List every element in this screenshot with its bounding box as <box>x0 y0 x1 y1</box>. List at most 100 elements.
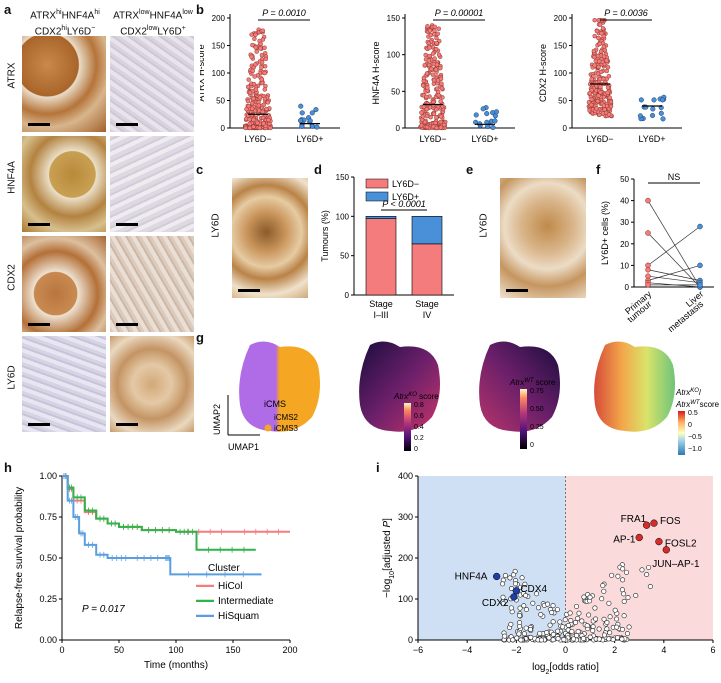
i-point <box>625 631 631 637</box>
b-point-pos <box>660 97 666 103</box>
f-point-met <box>697 262 703 269</box>
b-point-neg <box>434 35 439 41</box>
b-point-neg <box>257 125 262 131</box>
d-legend-label: LY6D− <box>392 179 419 189</box>
i-point <box>586 612 592 618</box>
b-point-pos <box>490 124 496 131</box>
panel-a-row-ly6d: LY6D <box>6 365 18 390</box>
panel-label-e: e <box>466 162 474 177</box>
panel-label-h: h <box>4 460 12 475</box>
ihc-cdx2-low <box>110 236 194 332</box>
b-point-neg <box>597 76 603 82</box>
i-point <box>538 637 544 643</box>
i-ytick-label: 400 <box>398 471 413 481</box>
b-point-neg <box>253 62 258 67</box>
i-point <box>521 603 527 609</box>
b-point-neg <box>438 65 443 71</box>
i-label-fos: FOS <box>660 516 681 527</box>
i-point <box>619 626 625 632</box>
b-point-neg <box>421 75 427 81</box>
i-label-ap-1: AP-1 <box>613 535 636 546</box>
b-ylabel: ATRX H-score <box>200 44 206 101</box>
i-point <box>547 622 553 628</box>
ko-tick-label: 0.8 <box>414 402 424 409</box>
h-legend-label: HiSquam <box>218 611 259 622</box>
i-point-labelled <box>650 519 658 527</box>
h-ytick-label: 0.25 <box>39 594 57 604</box>
i-point <box>535 605 541 611</box>
colorbar-atrx-wt <box>520 389 527 449</box>
i-xlabel: log2[odds ratio] <box>532 662 599 676</box>
f-pair-line <box>647 232 701 288</box>
b-point-neg <box>250 42 255 48</box>
b-point-neg <box>247 90 253 95</box>
b-xtick-label: LY6D− <box>244 134 271 144</box>
d-pvalue: P < 0.0001 <box>382 199 425 209</box>
i-point <box>555 636 561 642</box>
h-legend-label: Intermediate <box>218 596 274 607</box>
b-point-neg <box>431 111 437 116</box>
b-point-pos <box>299 123 305 129</box>
b-point-neg <box>433 46 439 52</box>
b-point-neg <box>589 76 594 82</box>
b-point-neg <box>605 90 610 95</box>
i-point-labelled <box>512 587 520 595</box>
b-point-neg <box>432 56 437 61</box>
b-point-neg <box>606 74 612 79</box>
b-point-neg <box>245 98 251 104</box>
i-ytick-label: 0 <box>408 635 413 645</box>
b-point-pos <box>473 112 479 118</box>
b-point-neg <box>262 64 268 69</box>
panel-a-row-hnf4a: HNF4A <box>6 161 18 194</box>
b-point-neg <box>430 51 436 56</box>
b-pvalue: P = 0.0010 <box>262 8 305 18</box>
b-point-neg <box>598 49 604 54</box>
i-point <box>527 626 533 632</box>
b-point-neg <box>595 71 601 77</box>
i-point <box>596 626 602 632</box>
b-ytick-label: 0 <box>396 124 401 133</box>
i-xtick-label: 0 <box>563 645 568 655</box>
f-pair-line <box>647 200 701 288</box>
i-point <box>600 583 606 589</box>
b-point-neg <box>434 41 439 46</box>
b-point-neg <box>424 124 430 130</box>
ihc-hnf4a-low <box>110 136 194 232</box>
b-point-neg <box>597 22 603 27</box>
i-point <box>517 620 523 626</box>
b-point-pos <box>298 103 304 109</box>
umap-ratio <box>594 341 675 432</box>
panel-a-col1-header: ATRXhiHNF4Ahi CDX2hiLY6D− <box>30 9 100 38</box>
i-point-labelled <box>642 521 651 529</box>
i-point <box>522 581 528 587</box>
f-ylabel: LY6D+ cells (%) <box>600 201 610 265</box>
b-point-neg <box>425 85 430 90</box>
b-point-neg <box>601 54 607 59</box>
i-point <box>615 573 621 579</box>
i-point-labelled <box>510 593 518 601</box>
b-point-neg <box>439 81 444 86</box>
b-point-neg <box>606 112 612 117</box>
i-point <box>517 605 523 611</box>
f-pair-line <box>647 269 701 281</box>
panel-i-volcano-plot: 0 100 200 300 400 −6 −4 −2 0 2 4 6 log2[odds ratio] −… <box>382 471 716 676</box>
ihc-ly6d-panel-e <box>500 178 586 298</box>
d-legend-swatch <box>365 191 389 202</box>
h-xtick-label: 200 <box>282 645 297 655</box>
b-ytick-label: 0 <box>563 124 568 133</box>
i-point <box>621 591 627 597</box>
i-point <box>607 614 613 620</box>
b-point-neg <box>431 77 437 83</box>
legend-icms3: iCMS3 <box>274 424 299 433</box>
b-point-neg <box>419 110 424 115</box>
i-point <box>568 618 574 624</box>
b-point-neg <box>438 114 444 119</box>
f-point-primary <box>645 282 651 288</box>
h-pvalue: P = 0.017 <box>82 604 125 615</box>
i-point <box>620 566 626 572</box>
b-point-neg <box>598 69 604 75</box>
b-point-neg <box>599 31 604 36</box>
b-point-neg <box>601 103 607 108</box>
b-point-neg <box>251 124 256 130</box>
b-ytick-label: 100 <box>387 51 401 60</box>
